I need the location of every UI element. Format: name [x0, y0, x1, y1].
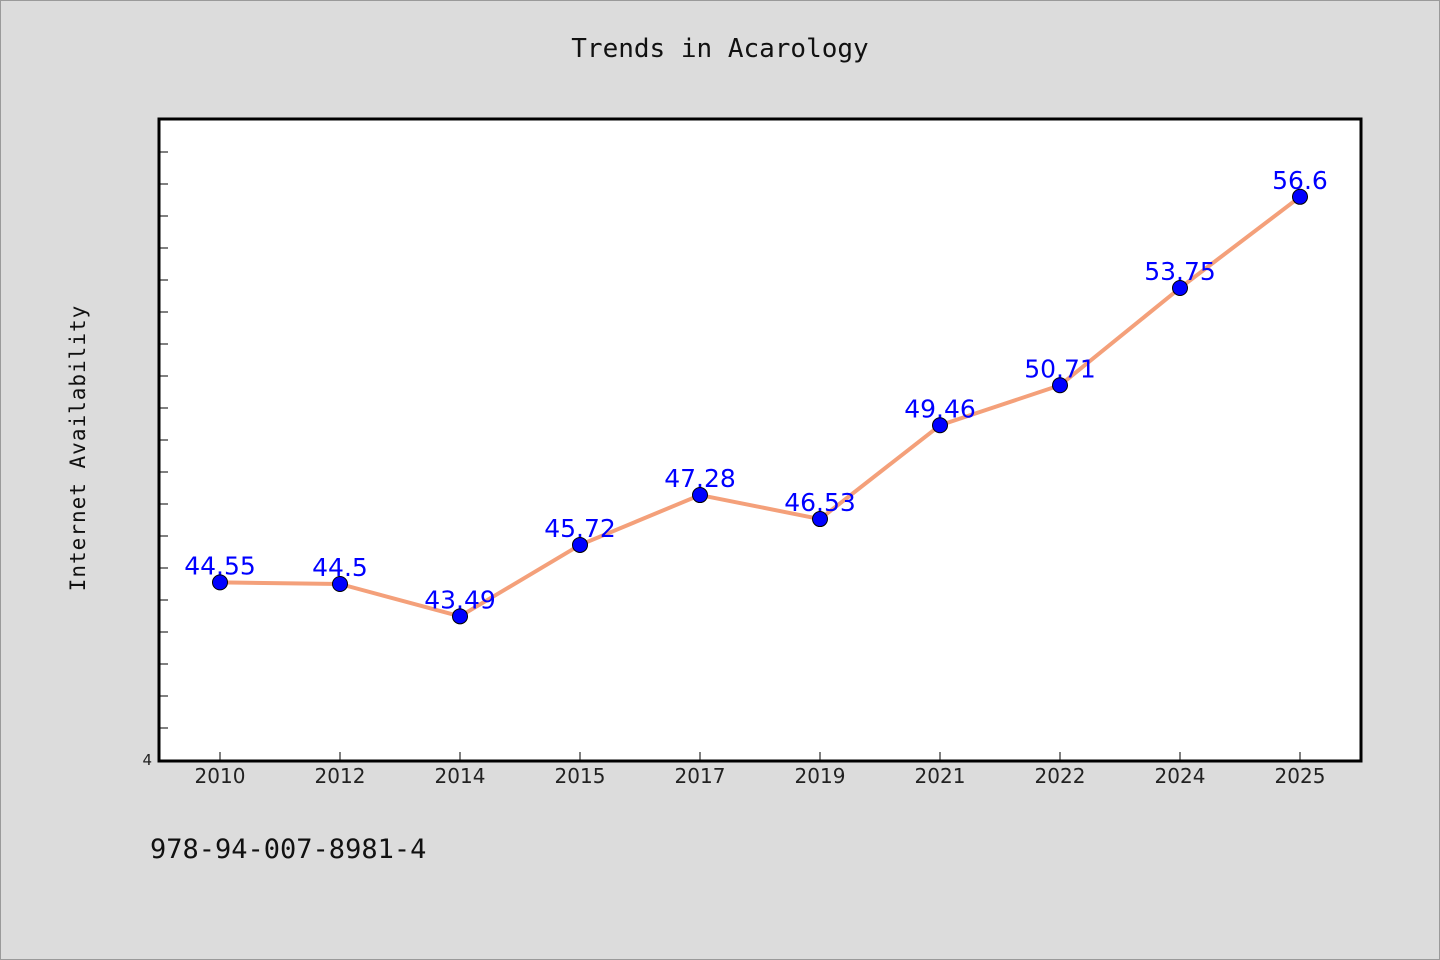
data-label: 44.5	[312, 553, 368, 582]
x-tick-label: 2014	[435, 764, 486, 788]
data-label: 46.53	[784, 488, 856, 517]
x-tick-label: 2025	[1275, 764, 1326, 788]
chart-title: Trends in Acarology	[571, 34, 869, 64]
data-point	[932, 417, 948, 434]
x-tick-label: 2019	[795, 764, 846, 788]
data-label: 56.6	[1272, 166, 1328, 195]
data-label: 49.46	[904, 394, 976, 423]
x-tick-label: 2015	[555, 764, 606, 788]
data-label: 45.72	[544, 514, 616, 543]
series-line	[219, 195, 1302, 619]
data-point	[1292, 188, 1308, 205]
data-point	[452, 608, 468, 625]
plot-area	[157, 117, 1363, 763]
x-tick-label: 2012	[315, 764, 366, 788]
data-point	[212, 574, 228, 591]
y-axis-ticks: 4	[142, 151, 168, 769]
x-tick-label: 2017	[675, 764, 726, 788]
data-label: 47.28	[664, 464, 736, 493]
data-point	[1052, 377, 1068, 394]
data-label: 50.71	[1024, 354, 1096, 383]
data-point	[812, 511, 828, 528]
data-point	[572, 536, 588, 553]
x-tick-label: 2021	[915, 764, 966, 788]
data-point	[332, 576, 348, 592]
x-tick-label: 2010	[195, 764, 246, 788]
data-label: 44.55	[184, 551, 256, 580]
data-point	[1172, 280, 1188, 296]
footer-code: 978-94-007-8981-4	[150, 834, 427, 865]
series-points-group	[212, 188, 1308, 625]
data-labels-group: 44.55 44.5 43.49 45.72 47.28 46.53 49.46 50.71 5…	[184, 166, 1328, 615]
data-label: 53.75	[1144, 257, 1216, 286]
y-tick-label: 4	[142, 751, 152, 769]
x-tick-label: 2024	[1155, 764, 1206, 788]
data-point	[692, 487, 708, 504]
data-label: 43.49	[424, 585, 496, 614]
x-tick-label: 2022	[1035, 764, 1086, 788]
x-axis-ticks: 2010 2012 2014 2015 2017 2019 2021 2022 2024 2025	[195, 752, 1326, 788]
series-line-group	[219, 195, 1302, 619]
